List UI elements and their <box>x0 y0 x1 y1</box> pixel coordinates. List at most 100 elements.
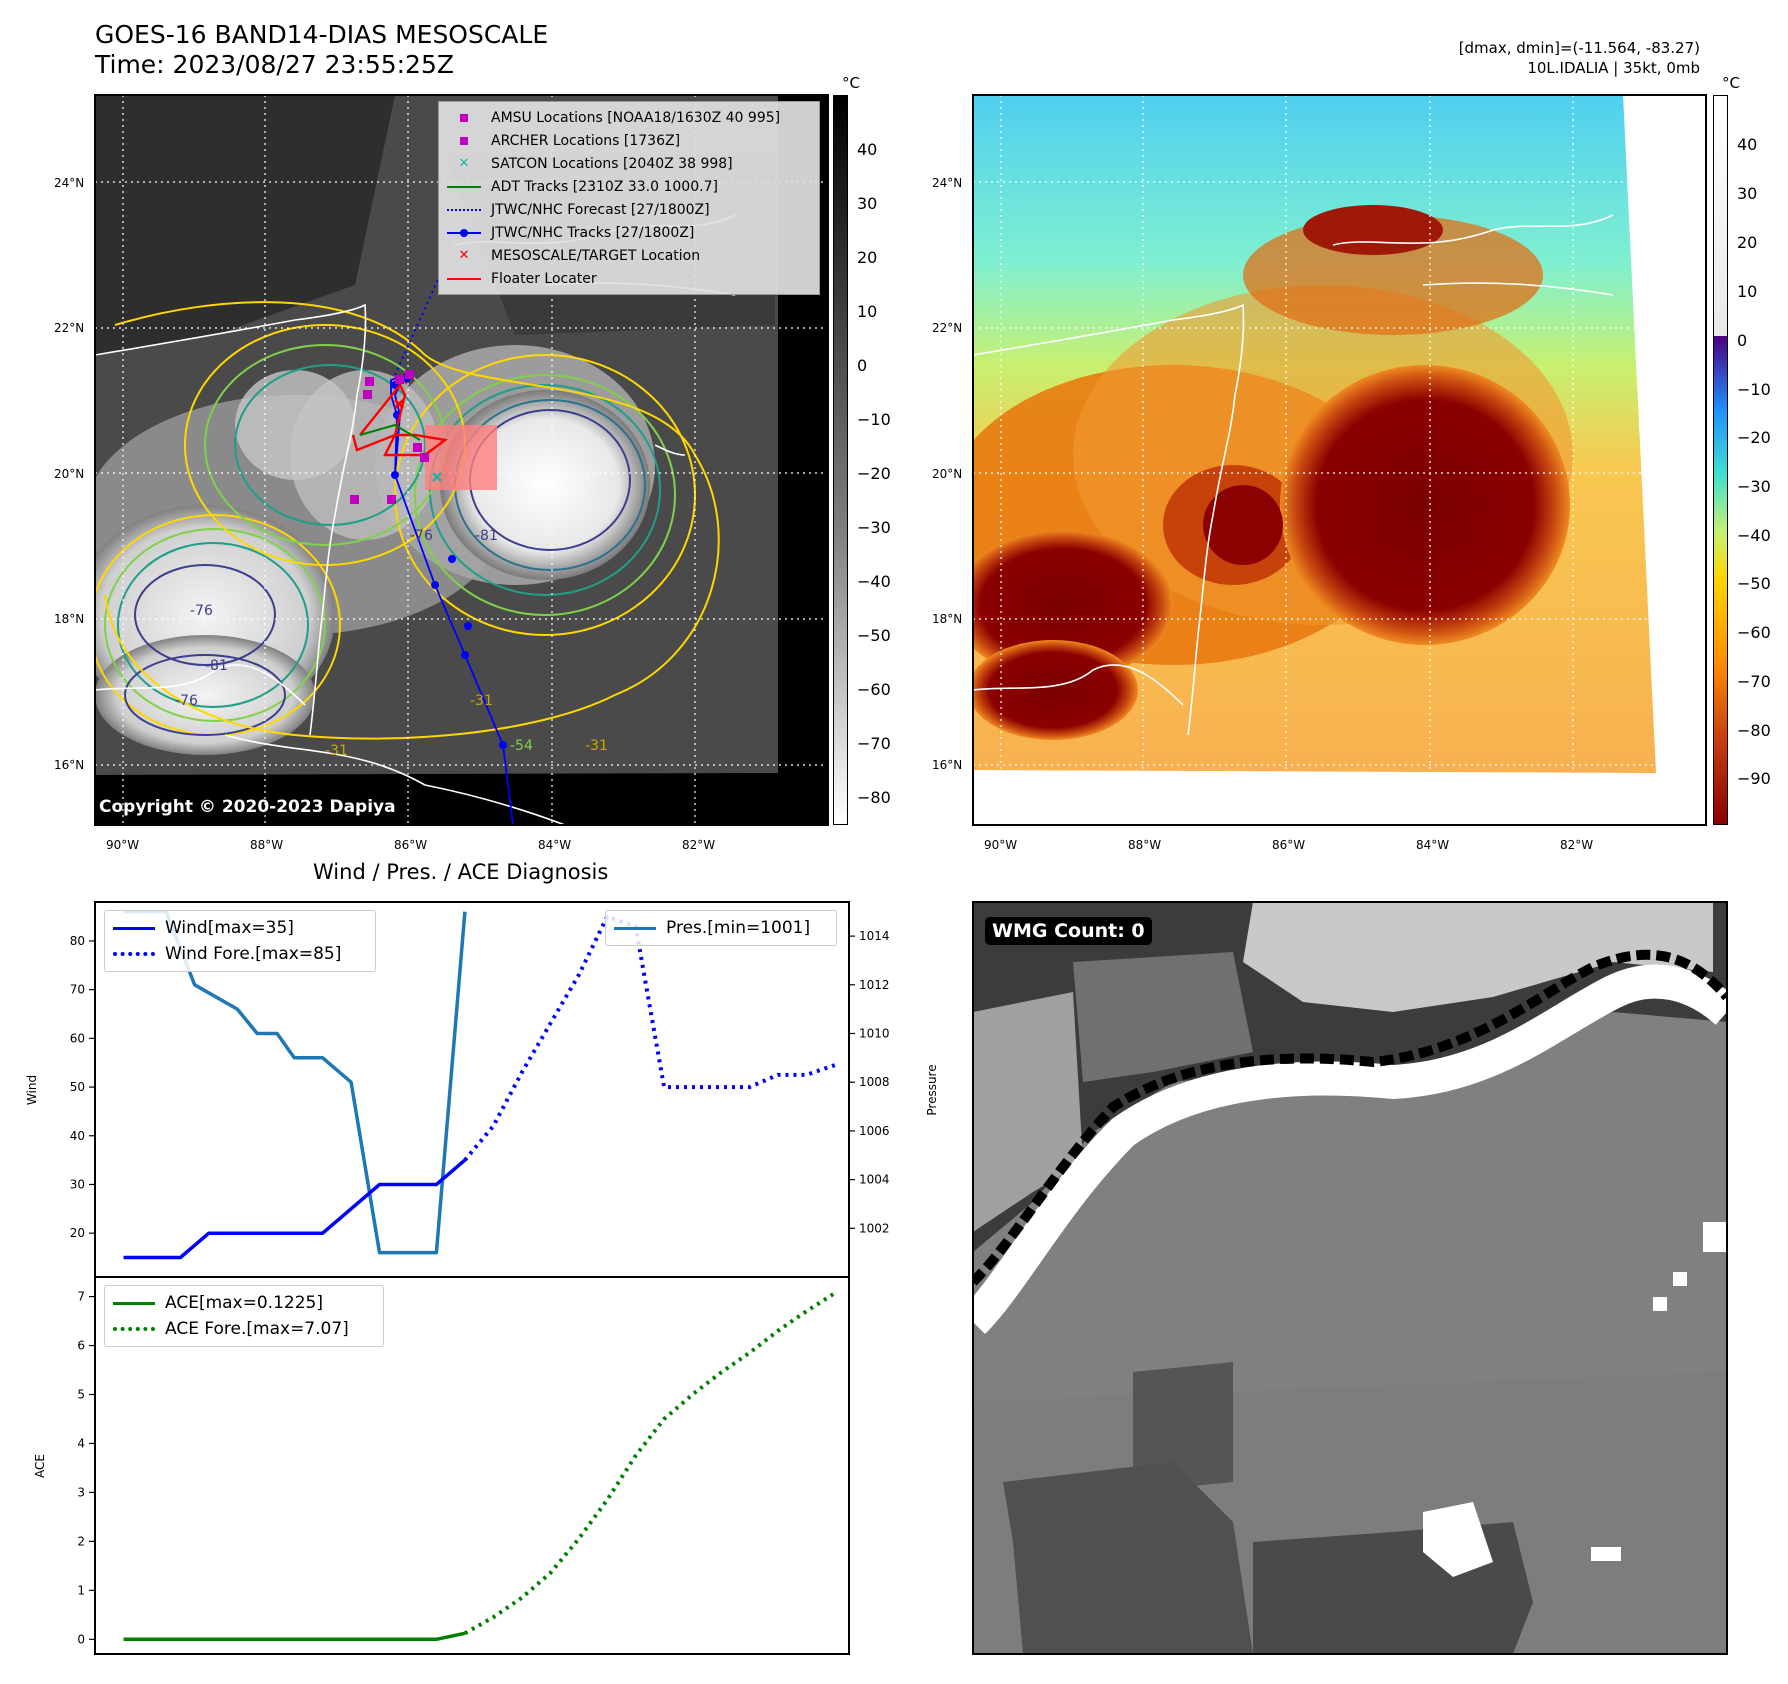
dmax-dmin-readout: [dmax, dmin]=(-11.564, -83.27) <box>1458 39 1700 57</box>
contour-label: -31 <box>325 743 348 759</box>
lon-label: 84°W <box>1416 838 1450 852</box>
lat-label: 18°N <box>932 612 963 626</box>
colorbar-tick: −60 <box>1737 623 1771 642</box>
y-tick-label: 1014 <box>859 929 890 943</box>
colorbar-tick: −30 <box>857 518 891 537</box>
colorbar-tick: 10 <box>1737 282 1758 301</box>
legend-label: AMSU Locations [NOAA18/1630Z 40 995] <box>491 109 781 126</box>
legend-label: ACE[max=0.1225] <box>165 1293 323 1313</box>
legend-item-forecast: JTWC/NHC Forecast [27/1800Z] <box>447 198 811 221</box>
y-tick-label: 1004 <box>859 1173 890 1187</box>
dotted-swatch-icon <box>447 208 481 211</box>
legend-item-floater: Floater Locater <box>447 267 811 290</box>
y-tick-label: 1012 <box>859 978 890 992</box>
colorbar-tick: 40 <box>1737 135 1758 154</box>
ir-map-enhanced-frame <box>972 94 1707 826</box>
line-swatch-icon <box>447 277 481 280</box>
dotted-swatch-icon <box>113 1327 155 1331</box>
legend-item-pressure: Pres.[min=1001] <box>614 915 828 941</box>
colorbar-tick: −80 <box>1737 721 1771 740</box>
storm-info: 10L.IDALIA | 35kt, 0mb <box>1527 59 1700 77</box>
x-marker-icon: ✕ <box>458 156 470 171</box>
lon-label: 90°W <box>106 838 140 852</box>
y-tick-label: 1 <box>77 1583 85 1597</box>
lon-label: 82°W <box>682 838 716 852</box>
legend-item-wind-forecast: Wind Fore.[max=85] <box>113 941 367 967</box>
legend-item-ace: ACE[max=0.1225] <box>113 1290 375 1316</box>
lat-label: 18°N <box>54 612 85 626</box>
y-tick-label: 50 <box>70 1080 85 1094</box>
lon-label: 90°W <box>984 838 1018 852</box>
y-tick-label: 1008 <box>859 1075 890 1089</box>
legend-label: ADT Tracks [2310Z 33.0 1000.7] <box>491 178 718 195</box>
colorbar-tick: 20 <box>1737 233 1758 252</box>
legend-label: MESOSCALE/TARGET Location <box>491 247 701 264</box>
y-tick-label: 7 <box>77 1290 85 1304</box>
contour-label: -31 <box>585 738 608 754</box>
pressure-series-line <box>123 909 467 1255</box>
lat-label: 16°N <box>932 758 963 772</box>
colorbar-tick: 0 <box>1737 331 1748 350</box>
legend-item-tracks: JTWC/NHC Tracks [27/1800Z] <box>447 221 811 244</box>
square-marker-icon <box>447 110 481 126</box>
map-legend: AMSU Locations [NOAA18/1630Z 40 995] ARC… <box>438 101 820 295</box>
colorbar-tick: −80 <box>857 788 891 807</box>
colorbar-tick: −70 <box>1737 672 1771 691</box>
wmg-panel-frame <box>972 901 1728 1655</box>
lon-label: 82°W <box>1560 838 1594 852</box>
colorbar-tick: −10 <box>857 410 891 429</box>
colorbar-tick: 30 <box>1737 184 1758 203</box>
diagnosis-title: Wind / Pres. / ACE Diagnosis <box>313 860 609 884</box>
lon-label: 88°W <box>250 838 284 852</box>
y-tick-label: 4 <box>77 1436 85 1450</box>
contour-label: -76 <box>410 528 433 544</box>
y-tick-label: 40 <box>70 1129 85 1143</box>
lat-label: 24°N <box>54 176 85 190</box>
legend-item-adt: ADT Tracks [2310Z 33.0 1000.7] <box>447 175 811 198</box>
legend-label: Wind[max=35] <box>165 918 294 938</box>
colorbar-unit: °C <box>1722 74 1740 92</box>
colorbar-tick: 30 <box>857 194 878 213</box>
line-swatch-icon <box>113 1301 155 1305</box>
colorbar-tick: −50 <box>1737 574 1771 593</box>
legend-item-amsu: AMSU Locations [NOAA18/1630Z 40 995] <box>447 106 811 129</box>
legend-label: JTWC/NHC Tracks [27/1800Z] <box>491 224 695 241</box>
legend-label: Wind Fore.[max=85] <box>165 944 342 964</box>
colorbar-enhanced <box>1713 95 1728 825</box>
contour-label: -81 <box>205 658 228 674</box>
ace-legend: ACE[max=0.1225] ACE Fore.[max=7.07] <box>104 1285 384 1347</box>
lon-label: 86°W <box>1272 838 1306 852</box>
line-swatch-icon <box>614 926 656 930</box>
colorbar-tick: −40 <box>857 572 891 591</box>
y-tick-label: 2 <box>77 1534 85 1548</box>
ace-axis-label: ACE <box>33 1454 47 1478</box>
wind-series-line <box>123 1158 467 1260</box>
figure-timestamp: Time: 2023/08/27 23:55:25Z <box>95 50 454 79</box>
legend-label: ARCHER Locations [1736Z] <box>491 132 681 149</box>
colorbar-unit: °C <box>842 74 860 92</box>
colorbar-tick: −30 <box>1737 477 1771 496</box>
ir-map-enhanced <box>973 95 1706 825</box>
ir-map-frame <box>94 94 829 826</box>
legend-item-satcon: ✕ SATCON Locations [2040Z 38 998] <box>447 152 811 175</box>
x-marker-icon: ✕ <box>458 248 470 263</box>
lat-label: 22°N <box>54 321 85 335</box>
colorbar-tick: 20 <box>857 248 878 267</box>
colorbar-tick: −20 <box>1737 428 1771 447</box>
colorbar-tick: −10 <box>1737 380 1771 399</box>
lat-label: 22°N <box>932 321 963 335</box>
line-dot-swatch-icon <box>447 228 481 237</box>
wmg-panel: WMG Count: 0 <box>973 902 1727 1654</box>
y-tick-label: 6 <box>77 1339 85 1353</box>
y-tick-label: 1006 <box>859 1124 890 1138</box>
wind-forecast-series-line <box>463 914 836 1162</box>
colorbar-tick: −90 <box>1737 769 1771 788</box>
ir-map-grayscale: -76 -81 -76 -81 -76 -54 -31 -31 -31 AMSU… <box>95 95 828 825</box>
colorbar-tick: 0 <box>857 356 868 375</box>
colorbar-grayscale <box>833 95 848 825</box>
y-tick-label: 60 <box>70 1031 85 1045</box>
legend-label: Pres.[min=1001] <box>666 918 811 938</box>
colorbar-tick: −20 <box>857 464 891 483</box>
pressure-legend: Pres.[min=1001] <box>605 910 837 946</box>
legend-label: SATCON Locations [2040Z 38 998] <box>491 155 733 172</box>
